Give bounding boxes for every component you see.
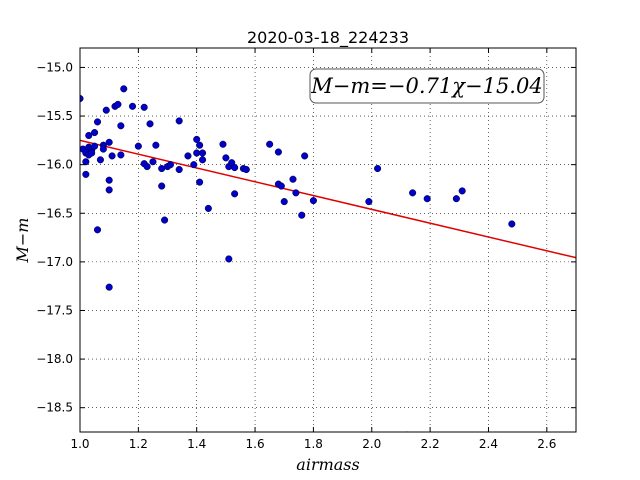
data-point	[193, 135, 201, 143]
data-point	[409, 189, 417, 197]
data-point	[190, 161, 198, 169]
data-point	[280, 198, 288, 206]
data-point	[309, 197, 317, 205]
data-point	[222, 154, 230, 162]
data-point	[134, 142, 142, 150]
data-point	[274, 148, 282, 156]
data-point	[143, 163, 151, 171]
data-point	[93, 226, 102, 234]
data-point	[99, 145, 107, 153]
data-point	[277, 182, 285, 190]
data-point	[114, 100, 122, 108]
y-tick-label: −18.0	[36, 352, 73, 366]
plot-area	[80, 48, 576, 432]
y-tick-label: −15.5	[36, 109, 73, 123]
x-tick-label: 2.4	[479, 437, 498, 451]
chart-title: 2020-03-18_224233	[247, 28, 409, 48]
data-point	[91, 129, 99, 137]
y-tick-labels: −15.0 −15.5 −16.0 −16.5 −17.0 −17.5 −18.0 −18.5	[36, 60, 73, 414]
y-tick-label: −15.0	[36, 60, 73, 74]
data-point	[117, 151, 125, 159]
data-point	[120, 85, 128, 93]
data-point	[88, 149, 96, 157]
data-point	[105, 186, 113, 194]
y-tick-label: −16.5	[36, 206, 73, 220]
fit-annotation: M−m=−0.71χ−15.04	[309, 68, 545, 104]
plot-frame	[79, 47, 577, 433]
data-point	[166, 161, 174, 169]
data-point	[85, 131, 93, 140]
data-point	[289, 175, 297, 183]
data-point	[105, 176, 113, 184]
x-tick-label: 1.8	[304, 437, 323, 451]
data-point	[452, 195, 460, 203]
data-point	[102, 106, 110, 114]
data-point	[196, 141, 204, 149]
y-tick-label: −17.5	[36, 303, 73, 317]
grid-lines	[79, 48, 576, 432]
x-tick-label: 1.2	[129, 437, 148, 451]
fit-line-layer	[80, 139, 576, 259]
y-axis-label: M−m	[13, 218, 32, 264]
axis-ticks	[79, 48, 576, 432]
data-point	[423, 195, 431, 203]
data-point	[196, 178, 204, 186]
data-points	[80, 85, 516, 432]
data-point	[266, 140, 274, 148]
data-point	[242, 165, 250, 174]
data-point	[117, 122, 125, 130]
x-tick-labels: 1.0 1.2 1.4 1.6 1.8 2.0 2.2 2.4 2.6	[70, 437, 556, 451]
data-point	[198, 156, 207, 164]
data-point	[158, 182, 166, 190]
data-point	[82, 170, 90, 178]
data-point	[80, 95, 84, 103]
data-point	[105, 283, 113, 291]
y-tick-label: −16.0	[36, 158, 73, 172]
data-point	[404, 431, 409, 432]
x-tick-label: 2.6	[537, 437, 556, 451]
x-tick-label: 1.0	[70, 437, 89, 451]
data-point	[140, 103, 148, 111]
y-tick-label: −17.0	[36, 255, 73, 269]
data-point	[231, 190, 239, 198]
x-tick-label: 1.4	[187, 437, 206, 451]
data-point	[91, 142, 99, 150]
data-point	[152, 141, 160, 149]
data-point	[374, 164, 382, 173]
data-point	[225, 255, 233, 263]
data-point	[82, 158, 90, 166]
data-point	[204, 204, 212, 212]
data-point	[292, 189, 300, 197]
data-point	[458, 187, 466, 195]
annotation-box	[309, 68, 545, 104]
data-point	[175, 117, 183, 125]
fit-line	[80, 139, 576, 259]
data-point	[198, 149, 207, 157]
data-point	[105, 138, 113, 146]
x-tick-label: 2.0	[362, 437, 381, 451]
data-point	[108, 152, 116, 160]
y-tick-label: −18.5	[36, 401, 73, 415]
data-point	[184, 152, 192, 160]
data-point	[175, 165, 183, 174]
data-point	[161, 216, 169, 224]
fit-equation: M−m=−0.71χ−15.04	[310, 74, 542, 98]
data-point	[219, 140, 227, 148]
x-tick-label: 1.6	[246, 437, 265, 451]
data-point	[128, 102, 137, 110]
x-tick-label: 2.2	[421, 437, 440, 451]
data-point	[231, 164, 239, 172]
data-point	[301, 152, 309, 160]
data-point	[149, 158, 157, 166]
data-point	[508, 220, 516, 228]
data-point	[365, 198, 373, 206]
data-point	[96, 156, 104, 164]
data-point	[93, 118, 102, 126]
data-point	[146, 120, 154, 128]
data-point	[298, 211, 306, 219]
x-axis-label: airmass	[296, 455, 359, 474]
